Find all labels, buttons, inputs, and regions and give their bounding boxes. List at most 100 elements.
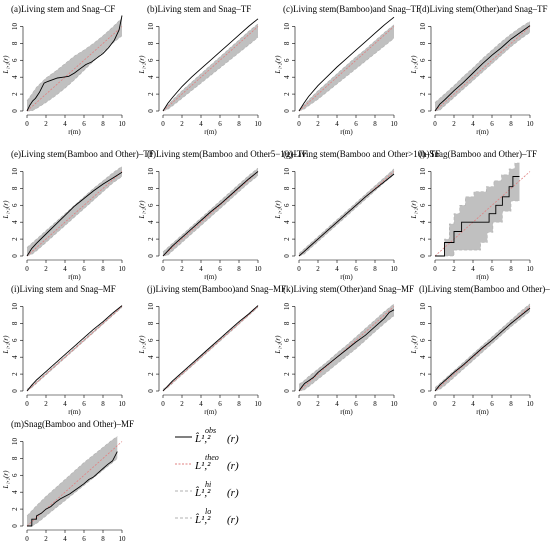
y-tick-label: 10 [147, 22, 155, 30]
x-axis-label: r(m) [340, 408, 353, 416]
x-tick-label: 6 [490, 400, 494, 408]
y-axis-label: L₁,₂(r) [138, 200, 146, 220]
x-tick-label: 6 [82, 265, 86, 273]
x-tick-label: 4 [199, 265, 203, 273]
x-tick-label: 6 [490, 120, 494, 128]
panel-f: (f)Living stem(Bamboo and Other5−10)–TF 0… [138, 149, 307, 281]
x-tick-label: 4 [199, 400, 203, 408]
y-tick-label: 8 [147, 186, 155, 190]
x-tick-label: 2 [44, 120, 48, 128]
x-tick-label: 10 [391, 120, 399, 128]
panel-title: (a)Living stem and Snag–CF [11, 4, 115, 14]
x-tick-label: 10 [255, 120, 263, 128]
x-tick-label: 10 [527, 400, 535, 408]
series-lo [434, 311, 531, 392]
series-theo [26, 306, 123, 392]
panel-title: (e)Living stem(Bamboo and Other)–TF [11, 149, 154, 159]
y-tick-label: 0 [11, 109, 19, 113]
series-theo [26, 171, 123, 257]
x-tick-label: 8 [101, 120, 105, 128]
y-tick-label: 2 [419, 237, 427, 241]
legend-arg: (r) [227, 433, 239, 445]
y-tick-label: 8 [283, 41, 291, 45]
x-tick-label: 4 [199, 120, 203, 128]
y-axis-label: L₁,₂(r) [274, 335, 282, 355]
y-tick-label: 0 [11, 389, 19, 393]
panel-j: (j)Living stem(Bamboo)and Snag–MF 0 2 4 6 8 10… [138, 284, 286, 416]
y-tick-label: 10 [283, 167, 291, 175]
y-tick-label: 8 [11, 186, 19, 190]
panel-l: (l)Living stem(Bamboo and Other)–MF 0 2 4 6 8… [410, 284, 550, 416]
envelope-band [27, 436, 118, 526]
series-obs [26, 15, 123, 112]
y-tick-label: 8 [11, 321, 19, 325]
y-tick-label: 8 [419, 41, 427, 45]
panel-a: (a)Living stem and Snag–CF 0 2 4 6 8 10 0 2 4 6 8 10… [2, 4, 126, 136]
x-tick-label: 10 [119, 120, 127, 128]
panel-g: (g)Living stem(Bamboo and Other>10)–TF 0 2… [274, 149, 440, 281]
y-tick-label: 0 [11, 524, 19, 528]
x-tick-label: 6 [490, 265, 494, 273]
x-tick-label: 8 [509, 265, 513, 273]
y-tick-label: 4 [147, 75, 155, 79]
y-tick-label: 2 [419, 92, 427, 96]
legend-sup: theo [205, 453, 219, 462]
panel-h: (h)Snag(Bamboo and Other)–TF 0 2 4 6 8 10 0 2 4 6 8… [410, 149, 537, 281]
x-tick-label: 2 [44, 535, 48, 541]
y-tick-label: 4 [419, 220, 427, 224]
y-tick-label: 10 [147, 302, 155, 310]
x-tick-label: 10 [255, 265, 263, 273]
panel-title: (c)Living stem(Bamboo)and Snag–TF [283, 4, 421, 14]
y-tick-label: 10 [283, 302, 291, 310]
panel-title: (k)Living stem(Other)and Snag–MF [283, 284, 414, 294]
y-tick-label: 2 [283, 92, 291, 96]
y-axis-label: L₁,₂(r) [2, 200, 10, 220]
series-hi [298, 24, 395, 111]
x-tick-label: 0 [161, 120, 165, 128]
y-tick-label: 2 [147, 237, 155, 241]
x-tick-label: 2 [316, 265, 320, 273]
y-tick-label: 2 [11, 372, 19, 376]
y-tick-label: 0 [419, 389, 427, 393]
y-tick-label: 0 [147, 254, 155, 258]
x-tick-label: 6 [354, 265, 358, 273]
series-hi [26, 436, 118, 517]
x-tick-label: 6 [354, 400, 358, 408]
x-tick-label: 2 [452, 265, 456, 273]
y-axis-label: L₁,₂(r) [2, 470, 10, 490]
y-tick-label: 8 [11, 456, 19, 460]
x-tick-label: 0 [161, 265, 165, 273]
x-tick-label: 8 [101, 535, 105, 541]
legend-entry-lo: L̂¹,²lo (r) [175, 507, 239, 526]
y-tick-label: 8 [419, 186, 427, 190]
x-tick-label: 2 [180, 400, 184, 408]
y-axis-label: L₁,₂(r) [2, 335, 10, 355]
x-tick-label: 10 [119, 265, 127, 273]
series-lo [26, 307, 123, 392]
legend-label: L̂¹,² [194, 486, 211, 499]
envelope-band [299, 303, 394, 391]
x-axis-label: r(m) [476, 273, 489, 281]
y-axis-label: L₁,₂(r) [138, 55, 146, 75]
y-axis-label: L₁,₂(r) [274, 200, 282, 220]
x-tick-label: 0 [25, 400, 29, 408]
series-obs [162, 171, 259, 257]
series-lo [27, 458, 118, 527]
x-tick-label: 6 [218, 400, 222, 408]
panel-k: (k)Living stem(Other)and Snag–MF0 2 4 6 8 100… [274, 284, 414, 416]
series-obs [162, 305, 259, 392]
y-tick-label: 6 [419, 58, 427, 62]
y-tick-label: 10 [11, 22, 19, 30]
y-tick-label: 4 [419, 75, 427, 79]
x-tick-label: 0 [433, 400, 437, 408]
x-tick-label: 8 [101, 265, 105, 273]
y-tick-label: 6 [283, 203, 291, 207]
legend-arg: (r) [227, 460, 239, 472]
envelope-band [299, 168, 394, 256]
x-tick-label: 0 [25, 120, 29, 128]
series-lo [27, 35, 123, 112]
